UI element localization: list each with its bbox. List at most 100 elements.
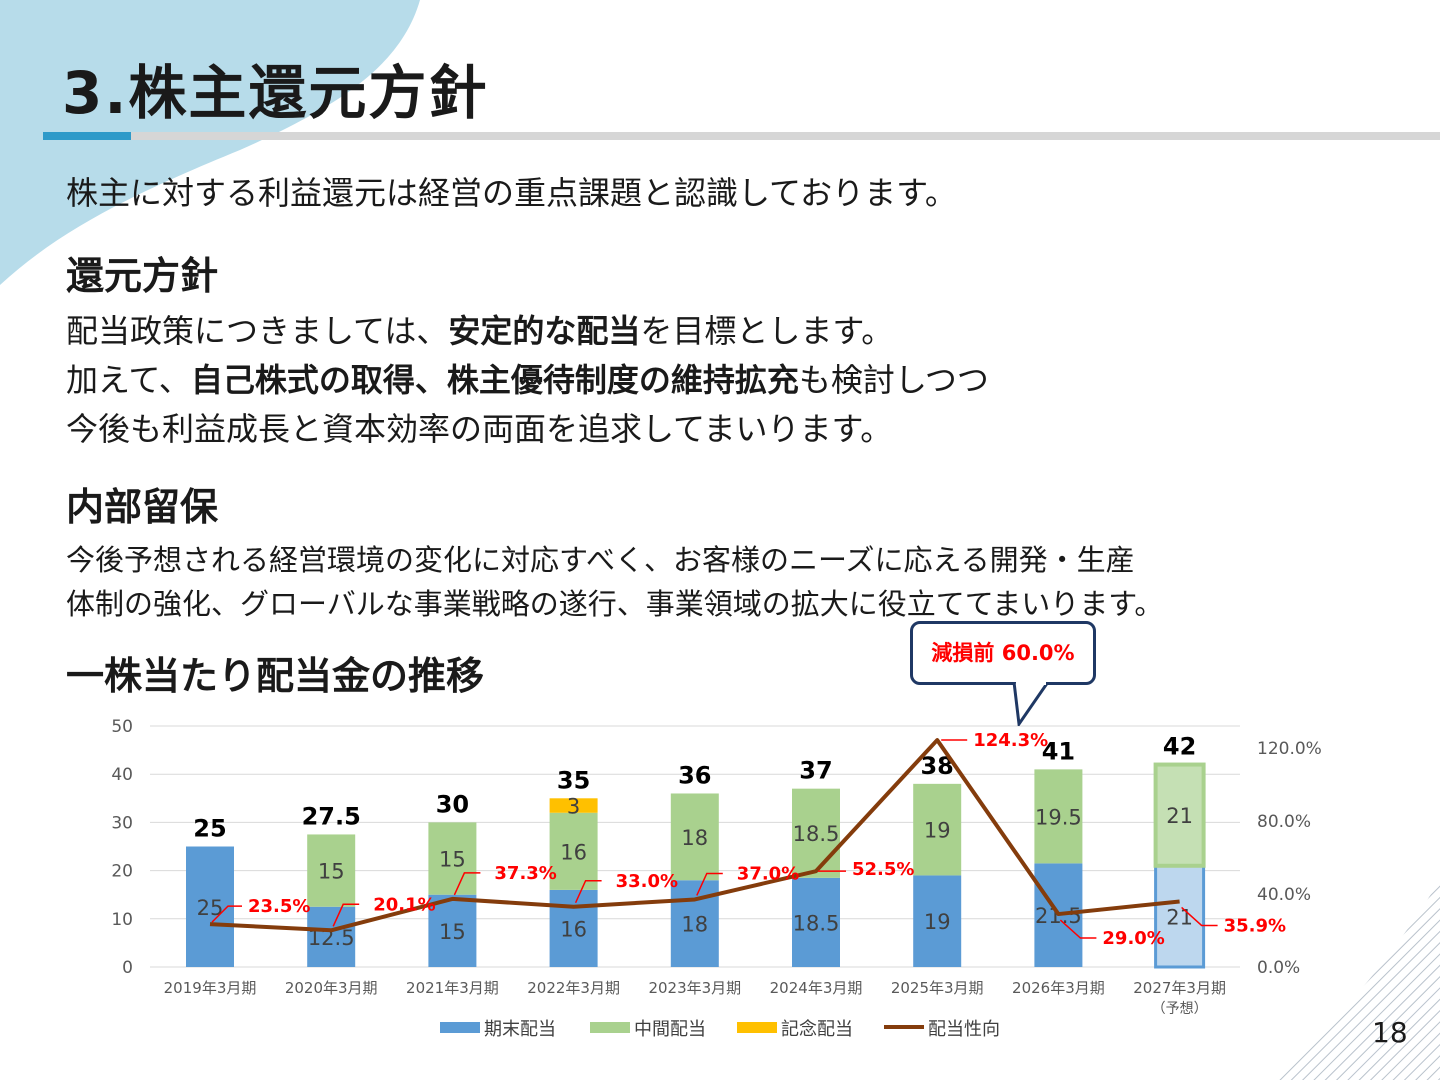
bar-interim: [1034, 769, 1083, 864]
decorative-hatch-shape: [1270, 880, 1440, 1080]
x-tick-label: 2023年3月期: [648, 979, 741, 997]
bar-label-interim: 15: [439, 848, 466, 872]
policy-line-2: 加えて、自己株式の取得、株主優待制度の維持拡充も検討しつつ: [66, 361, 989, 399]
x-tick-label: 2019年3月期: [164, 979, 257, 997]
retained-line-2: 体制の強化、グローバルな事業戦略の遂行、事業領域の拡大に役立ててまいります。: [66, 587, 1164, 621]
bar-total-label: 37: [799, 757, 832, 785]
x-tick-label: 2022年3月期: [527, 979, 620, 997]
bar-label-interim: 18: [681, 826, 708, 850]
bar-label-year-end: 25: [197, 896, 224, 920]
bar-total-label: 25: [193, 815, 226, 843]
bar-commemorative: [549, 798, 598, 813]
ratio-leader-line: [332, 903, 360, 927]
bar-year-end: [428, 894, 477, 967]
policy-heading: 還元方針: [66, 254, 219, 298]
bar-label-year-end: 21: [1166, 905, 1193, 929]
bar-interim: [792, 788, 840, 878]
page-number: 18: [1372, 1016, 1408, 1049]
bar-label-year-end: 16: [560, 917, 587, 941]
x-tick-note: （予想）: [1152, 1001, 1208, 1017]
ratio-leader-line: [1059, 919, 1097, 939]
bar-label-year-end: 19: [924, 910, 951, 934]
bar-interim: [549, 812, 598, 890]
bar-year-end: [549, 889, 598, 967]
ratio-label: 37.3%: [494, 863, 556, 884]
legend-label: 配当性向: [928, 1019, 1000, 1040]
ratio-label: 35.9%: [1224, 915, 1286, 936]
bar-interim: [1153, 762, 1206, 868]
bar-year-end: [186, 846, 234, 967]
y-right-tick-label: 80.0%: [1257, 812, 1311, 832]
y-left-tick-label: 20: [111, 862, 133, 882]
page-title: 3.株主還元方針: [62, 59, 489, 127]
bar-label-year-end: 18: [681, 913, 708, 937]
bar-total-label: 42: [1163, 733, 1196, 761]
bar-year-end: [307, 906, 356, 967]
x-tick-label: 2027年3月期: [1133, 979, 1226, 997]
y-left-tick-label: 30: [111, 813, 133, 833]
title-rule-accent: [43, 132, 131, 140]
bar-total-label: 41: [1042, 737, 1075, 765]
bar-label-interim: 21: [1166, 804, 1193, 828]
chart-heading: 一株当たり配当金の推移: [66, 654, 485, 698]
legend-label: 記念配当: [781, 1018, 853, 1040]
y-left-tick-label: 0: [122, 958, 133, 978]
retained-line-1: 今後予想される経営環境の変化に対応すべく、お客様のニーズに応える開発・生産: [66, 543, 1135, 577]
x-tick-label: 2026年3月期: [1012, 979, 1105, 997]
bar-label-interim: 19.5: [1035, 805, 1082, 829]
legend-swatch: [440, 1022, 480, 1033]
bar-label-interim: 19: [924, 819, 951, 843]
y-left-tick-label: 10: [111, 910, 133, 930]
policy-line-3: 今後も利益成長と資本効率の両面を追求してまいります。: [66, 410, 893, 448]
y-left-tick-label: 50: [111, 717, 133, 737]
bar-interim: [913, 783, 962, 876]
y-left-tick-label: 40: [111, 765, 133, 785]
bar-label-interim: 16: [560, 840, 587, 864]
ratio-leader-line: [574, 880, 602, 904]
bar-interim: [670, 793, 719, 881]
ratio-leader-line: [1181, 906, 1218, 927]
legend-label: 期末配当: [484, 1019, 556, 1040]
legend-swatch: [737, 1022, 777, 1033]
bar-year-end: [913, 875, 962, 967]
ratio-label: 37.0%: [737, 863, 799, 884]
legend-swatch: [590, 1022, 630, 1033]
ratio-label: 23.5%: [248, 896, 310, 917]
bar-year-end: [792, 877, 840, 967]
ratio-leader-line: [696, 872, 723, 896]
x-tick-label: 2020年3月期: [285, 979, 378, 997]
x-tick-label: 2025年3月期: [891, 979, 984, 997]
bar-total-label: 30: [436, 790, 469, 818]
ratio-label: 33.0%: [616, 871, 678, 892]
bar-total-label: 27.5: [302, 802, 361, 830]
bar-interim: [428, 822, 477, 895]
decorative-corner-shape: [0, 0, 420, 285]
payout-ratio-line: [209, 738, 1180, 933]
bar-label-interim: 15: [318, 860, 345, 884]
y-right-tick-label: 40.0%: [1257, 885, 1311, 905]
policy-emphasis-2: 自己株式の取得、株主優待制度の維持拡充: [190, 361, 799, 399]
legend-label: 中間配当: [634, 1019, 706, 1040]
title-rule: [131, 132, 1440, 140]
bar-total-label: 36: [678, 761, 711, 789]
callout-pointer: [1012, 682, 1050, 726]
intro-text: 株主に対する利益還元は経営の重点課題と認識しております。: [66, 174, 957, 212]
x-tick-label: 2024年3月期: [770, 979, 863, 997]
bar-interim: [307, 834, 356, 907]
policy-emphasis-1: 安定的な配当: [448, 312, 641, 350]
ratio-label: 124.3%: [973, 730, 1048, 751]
callout-box: 減損前 60.0%: [910, 621, 1096, 685]
bar-total-label: 35: [557, 766, 590, 794]
retained-heading: 内部留保: [66, 485, 219, 529]
bar-label-year-end: 18.5: [793, 911, 840, 935]
ratio-label: 52.5%: [852, 859, 914, 880]
bar-label-year-end: 15: [439, 920, 466, 944]
policy-line-1: 配当政策につきましては、安定的な配当を目標とします。: [66, 312, 894, 350]
bar-label-interim: 18.5: [793, 822, 840, 846]
bar-label-commemorative: 3: [567, 795, 580, 819]
x-tick-label: 2021年3月期: [406, 979, 499, 997]
ratio-leader-line: [211, 905, 242, 923]
bar-label-year-end: 21.5: [1035, 904, 1082, 928]
y-right-tick-label: 0.0%: [1257, 958, 1300, 978]
